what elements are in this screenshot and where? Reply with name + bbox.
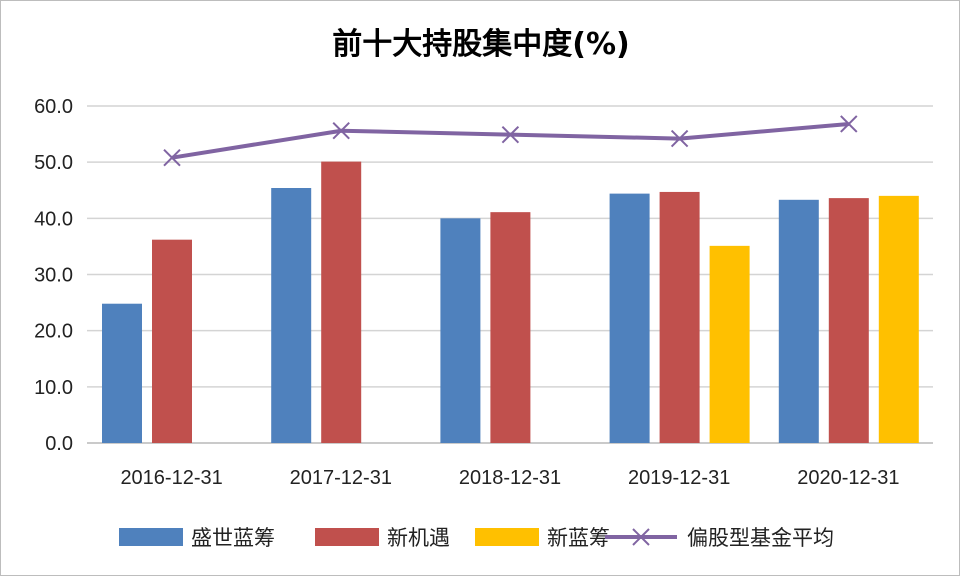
marker-stroke (501, 125, 520, 144)
y-tick-label: 0.0 (45, 433, 73, 455)
bar (828, 198, 869, 443)
legend-label: 偏股型基金平均 (687, 526, 834, 550)
marker-stroke (840, 115, 858, 133)
chart-title: 前十大持股集中度(%) (332, 27, 630, 62)
y-tick-label: 50.0 (34, 152, 73, 174)
legend-swatch (315, 528, 379, 546)
marker-stroke (163, 148, 181, 167)
bar (271, 188, 312, 443)
x-tick-label: 2019-12-31 (628, 467, 730, 489)
bar (709, 245, 750, 443)
bar (490, 212, 531, 443)
bar (440, 218, 481, 443)
legend-marker (632, 528, 650, 546)
x-tick-label: 2017-12-31 (290, 467, 392, 489)
bar (152, 239, 192, 443)
bar (609, 193, 650, 443)
bar (102, 303, 142, 443)
legend-label: 新机遇 (387, 526, 450, 550)
line-point-marker (163, 148, 181, 167)
y-tick-label: 60.0 (34, 96, 73, 118)
x-tick-label: 2018-12-31 (459, 467, 561, 489)
x-tick-label: 2020-12-31 (797, 467, 899, 489)
bar (878, 195, 919, 443)
y-tick-label: 30.0 (34, 265, 73, 287)
line-point-marker (840, 115, 858, 133)
series-line (171, 121, 849, 160)
legend-label: 新蓝筹 (547, 526, 610, 550)
line-point-marker (332, 122, 350, 140)
line-point-marker (670, 129, 689, 148)
bar (659, 191, 700, 443)
marker-stroke (670, 129, 689, 148)
legend-swatch (475, 528, 539, 546)
bar (778, 199, 819, 443)
y-tick-label: 40.0 (34, 208, 73, 230)
y-tick-label: 20.0 (34, 321, 73, 343)
x-tick-label: 2016-12-31 (120, 467, 222, 489)
legend-label: 盛世蓝筹 (191, 526, 275, 550)
line-point-marker (501, 125, 520, 144)
y-tick-label: 10.0 (34, 377, 73, 399)
legend-swatch (119, 528, 183, 546)
marker-stroke (332, 122, 350, 140)
bar (321, 161, 362, 444)
